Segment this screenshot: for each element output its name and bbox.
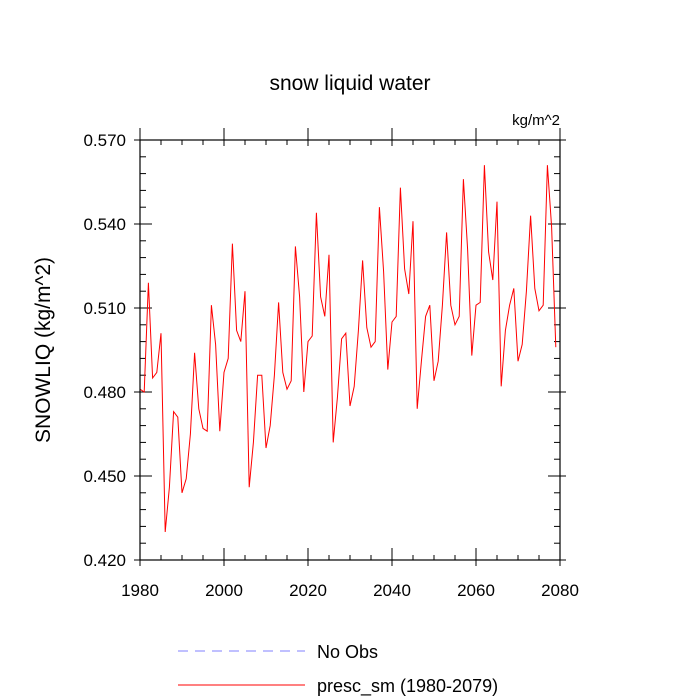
tick-labels: 1980 2000 2020 2040 2060 2080 0.420 0.450 0.480 0… — [83, 131, 578, 600]
series-line — [139, 165, 557, 533]
y-tick-label: 0.570 — [83, 131, 126, 150]
data-series — [139, 165, 557, 533]
x-tick-label: 1980 — [121, 581, 159, 600]
y-tick-label: 0.510 — [83, 299, 126, 318]
x-tick-label: 2040 — [373, 581, 411, 600]
legend-label: presc_sm (1980-2079) — [317, 676, 498, 697]
chart-title: snow liquid water — [269, 72, 430, 95]
y-axis-label: SNOWLIQ (kg/m^2) — [32, 257, 55, 443]
x-tick-label: 2000 — [205, 581, 243, 600]
y-tick-label: 0.540 — [83, 215, 126, 234]
x-tick-label: 2020 — [289, 581, 327, 600]
y-tick-label: 0.450 — [83, 467, 126, 486]
x-tick-label: 2060 — [457, 581, 495, 600]
axis-ticks — [134, 128, 566, 566]
y-tick-label: 0.480 — [83, 383, 126, 402]
y-tick-label: 0.420 — [83, 551, 126, 570]
legend-label: No Obs — [317, 642, 378, 662]
x-tick-label: 2080 — [541, 581, 579, 600]
plot-frame — [139, 139, 561, 561]
legend: No Obs presc_sm (1980-2079) — [178, 642, 498, 697]
units-label: kg/m^2 — [512, 112, 560, 129]
